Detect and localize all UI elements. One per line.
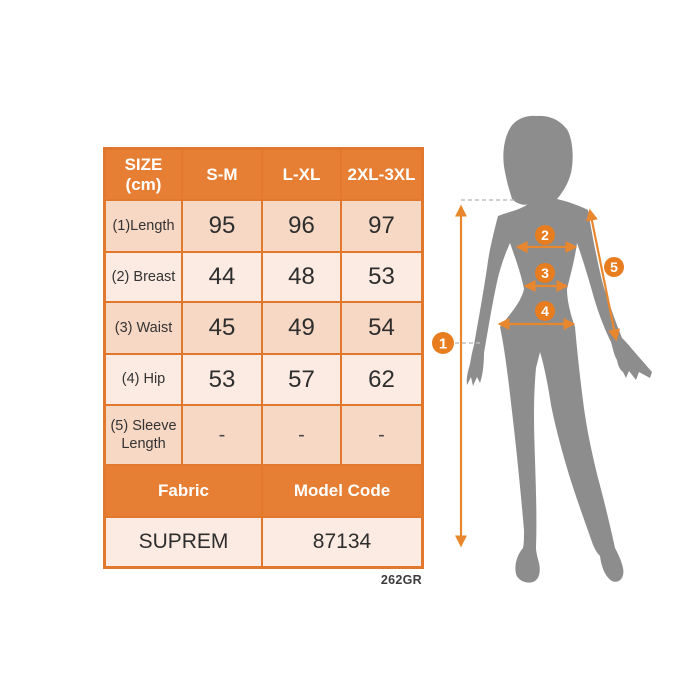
- size-table: SIZE (cm) S-M L-XL 2XL-3XL (1)Length 95 …: [103, 147, 424, 569]
- svg-text:5: 5: [610, 259, 618, 275]
- measurement-figure: 1 2 3 4 5: [432, 115, 652, 583]
- cell-length-2xl3xl: 97: [341, 200, 422, 252]
- sleeve-arrow: [585, 208, 621, 342]
- cell-sleeve-lxl: -: [262, 405, 341, 465]
- cell-breast-2xl3xl: 53: [341, 252, 422, 302]
- cell-length-lxl: 96: [262, 200, 341, 252]
- cell-sleeve-2xl3xl: -: [341, 405, 422, 465]
- cell-breast-lxl: 48: [262, 252, 341, 302]
- marker-2: 2: [535, 225, 555, 245]
- header-size-line2: (cm): [125, 174, 162, 194]
- color-code-note: 262GR: [380, 573, 422, 587]
- cell-breast-sm: 44: [182, 252, 262, 302]
- row-label-hip: (4) Hip: [105, 354, 182, 405]
- row-label-breast: (2) Breast: [105, 252, 182, 302]
- header-size-cm: SIZE (cm): [105, 149, 182, 200]
- marker-3: 3: [535, 263, 555, 283]
- cell-waist-lxl: 49: [262, 302, 341, 354]
- row-label-sleeve-length: (5) Sleeve Length: [105, 405, 182, 465]
- svg-text:2: 2: [541, 227, 549, 243]
- marker-4: 4: [535, 301, 555, 321]
- svg-text:4: 4: [541, 303, 549, 319]
- header-col-lxl: L-XL: [262, 149, 341, 200]
- svg-text:3: 3: [541, 265, 549, 281]
- row-label-length: (1)Length: [105, 200, 182, 252]
- footer-header-fabric: Fabric: [105, 465, 262, 517]
- cell-sleeve-sm: -: [182, 405, 262, 465]
- footer-value-fabric: SUPREM: [105, 517, 262, 567]
- cell-hip-lxl: 57: [262, 354, 341, 405]
- cell-hip-2xl3xl: 62: [341, 354, 422, 405]
- marker-1: 1: [432, 332, 454, 354]
- cell-waist-2xl3xl: 54: [341, 302, 422, 354]
- footer-header-model-code: Model Code: [262, 465, 422, 517]
- svg-text:1: 1: [439, 335, 447, 352]
- header-col-2xl3xl: 2XL-3XL: [341, 149, 422, 200]
- cell-length-sm: 95: [182, 200, 262, 252]
- female-silhouette: [466, 115, 652, 583]
- footer-value-model-code: 87134: [262, 517, 422, 567]
- cell-hip-sm: 53: [182, 354, 262, 405]
- header-col-sm: S-M: [182, 149, 262, 200]
- marker-5: 5: [604, 257, 624, 277]
- header-size-line1: SIZE: [124, 154, 163, 174]
- cell-waist-sm: 45: [182, 302, 262, 354]
- row-label-waist: (3) Waist: [105, 302, 182, 354]
